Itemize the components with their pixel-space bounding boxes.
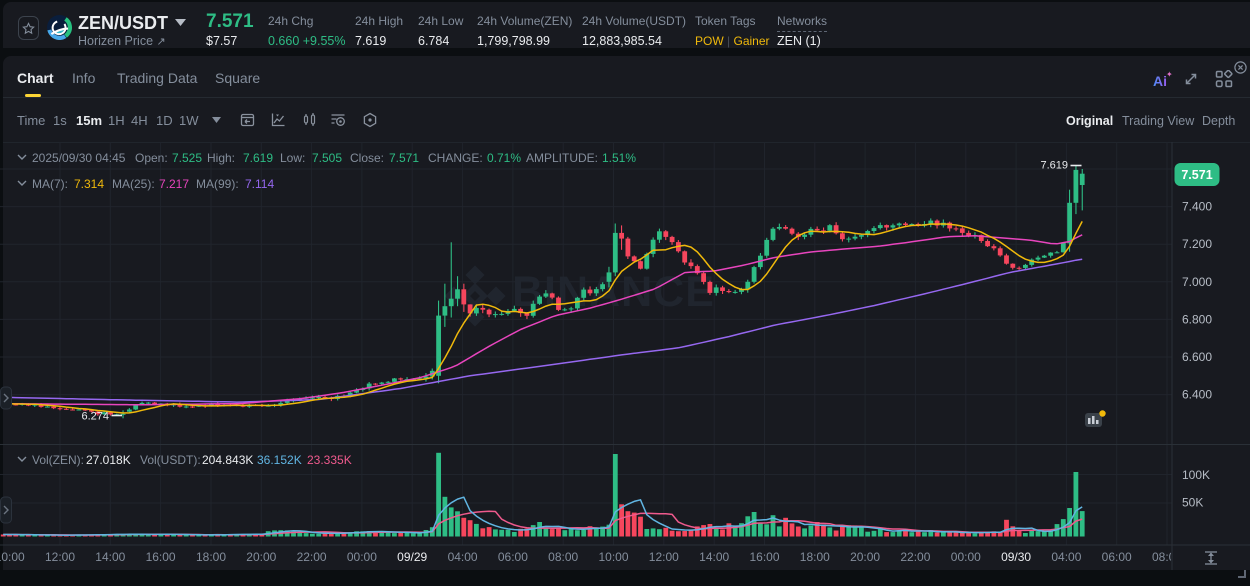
- svg-text:14:00: 14:00: [95, 550, 125, 564]
- svg-text:6.600: 6.600: [1182, 350, 1212, 364]
- svg-text:09/30: 09/30: [1001, 550, 1031, 564]
- svg-text:04:00: 04:00: [448, 550, 478, 564]
- svg-text:6.400: 6.400: [1182, 388, 1212, 402]
- svg-text:7.571: 7.571: [1181, 168, 1212, 182]
- svg-text:06:00: 06:00: [1102, 550, 1132, 564]
- svg-text:10:00: 10:00: [0, 550, 25, 564]
- svg-text:20:00: 20:00: [850, 550, 880, 564]
- svg-text:09/29: 09/29: [397, 550, 427, 564]
- svg-text:22:00: 22:00: [297, 550, 327, 564]
- svg-text:14:00: 14:00: [699, 550, 729, 564]
- svg-text:08:00: 08:00: [548, 550, 578, 564]
- svg-text:12:00: 12:00: [649, 550, 679, 564]
- svg-text:16:00: 16:00: [749, 550, 779, 564]
- svg-text:7.400: 7.400: [1182, 200, 1212, 214]
- svg-text:04:00: 04:00: [1051, 550, 1081, 564]
- svg-text:18:00: 18:00: [196, 550, 226, 564]
- svg-text:6.274: 6.274: [81, 411, 109, 423]
- svg-text:20:00: 20:00: [246, 550, 276, 564]
- svg-text:08:00: 08:00: [1152, 550, 1182, 564]
- svg-text:7.619: 7.619: [1040, 160, 1068, 172]
- svg-text:16:00: 16:00: [146, 550, 176, 564]
- svg-text:10:00: 10:00: [598, 550, 628, 564]
- svg-text:100K: 100K: [1182, 468, 1210, 482]
- svg-text:6.800: 6.800: [1182, 312, 1212, 326]
- svg-text:00:00: 00:00: [951, 550, 981, 564]
- svg-text:18:00: 18:00: [800, 550, 830, 564]
- svg-text:BINANCE: BINANCE: [512, 268, 715, 316]
- svg-text:00:00: 00:00: [347, 550, 377, 564]
- svg-text:7.000: 7.000: [1182, 275, 1212, 289]
- svg-text:22:00: 22:00: [900, 550, 930, 564]
- svg-text:50K: 50K: [1182, 496, 1203, 510]
- svg-text:12:00: 12:00: [45, 550, 75, 564]
- svg-text:06:00: 06:00: [498, 550, 528, 564]
- svg-text:7.200: 7.200: [1182, 237, 1212, 251]
